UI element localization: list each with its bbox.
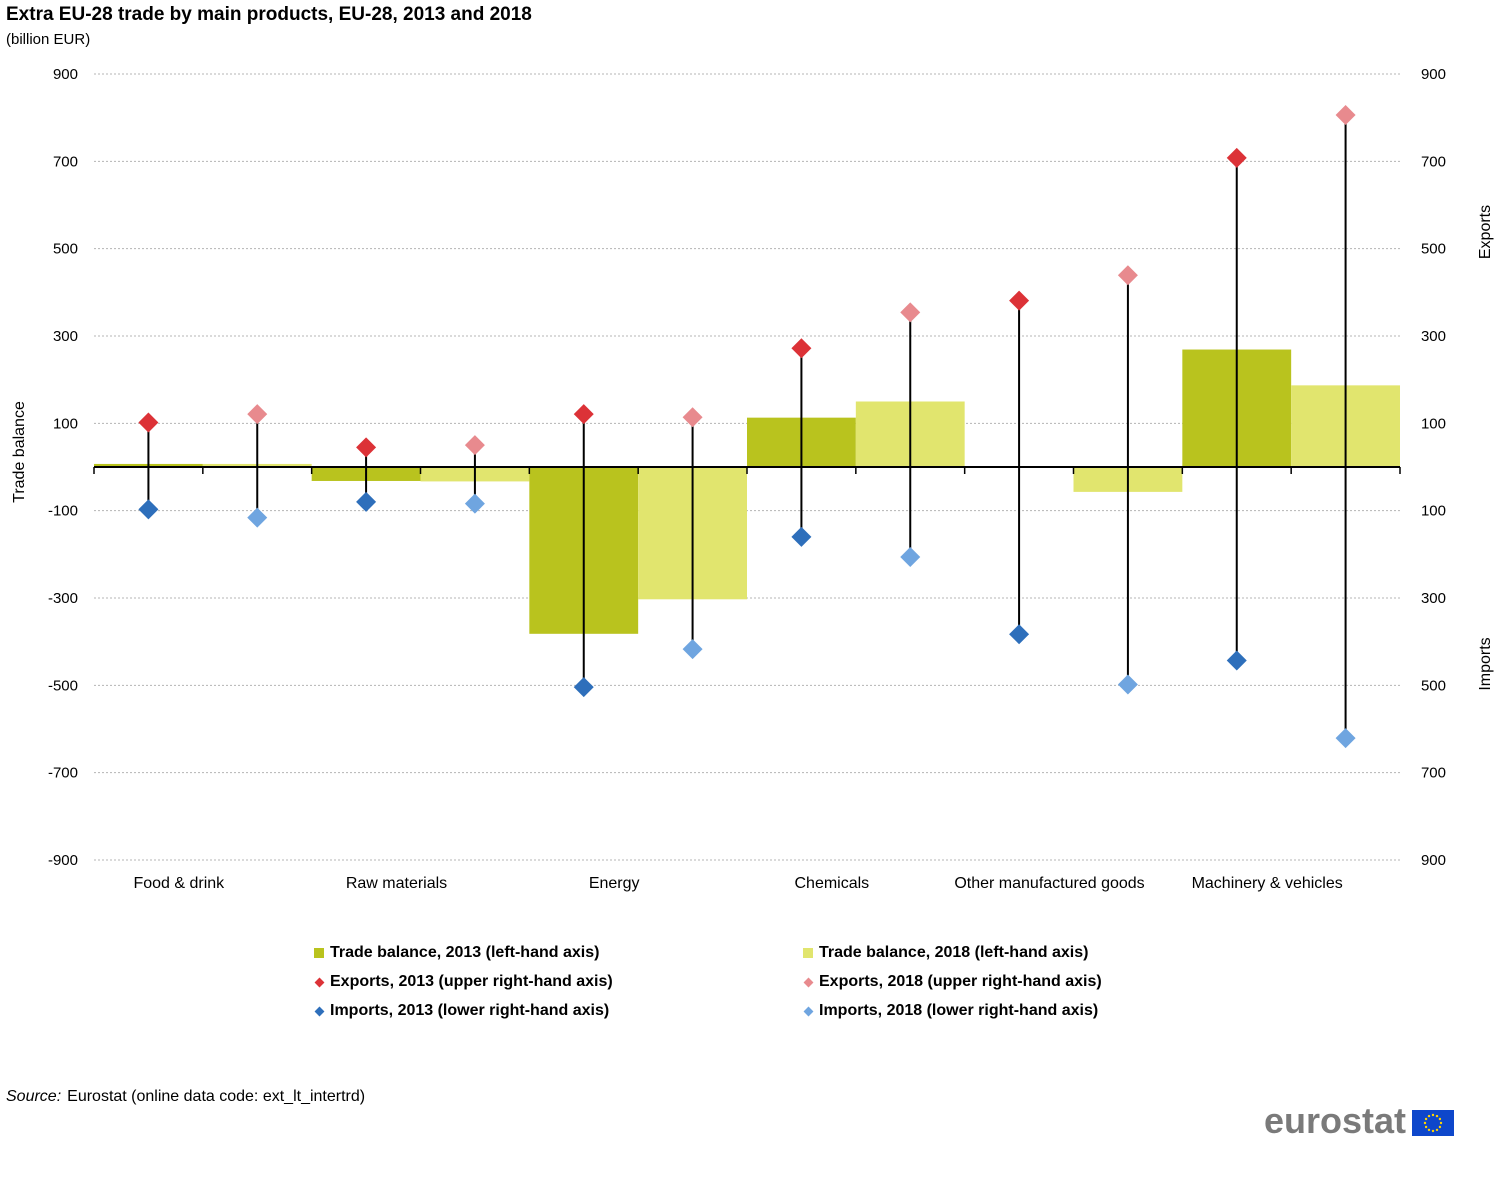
flag-star	[1424, 1117, 1428, 1121]
category-label: Other manufactured goods	[954, 875, 1144, 892]
legend-swatch	[803, 948, 813, 958]
flag-star	[1431, 1113, 1435, 1117]
flag-star	[1435, 1128, 1439, 1132]
legend-label: Imports, 2013 (lower right-hand axis)	[330, 1002, 610, 1019]
right-tick-label: 900	[1421, 66, 1446, 83]
right-tick-label: 300	[1421, 328, 1446, 345]
left-tick-label: -100	[48, 503, 78, 520]
import-marker	[464, 493, 485, 514]
legend-swatch	[803, 977, 814, 987]
flag-star	[1423, 1121, 1427, 1125]
legend-item-exports-2018: Exports, 2018 (upper right-hand axis)	[803, 972, 1303, 992]
export-marker	[356, 437, 377, 458]
left-axis-title: Trade balance	[11, 401, 28, 503]
export-marker	[1226, 147, 1247, 168]
legend-item-balance-2013: Trade balance, 2013 (left-hand axis)	[314, 943, 803, 963]
import-marker	[682, 639, 703, 660]
export-marker	[1009, 290, 1030, 311]
legend-swatch	[314, 948, 324, 958]
left-tick-label: 700	[53, 153, 78, 170]
import-marker	[247, 507, 268, 528]
left-tick-label: 300	[53, 328, 78, 345]
imports-axis-title: Imports	[1477, 637, 1494, 690]
category-label: Raw materials	[346, 875, 447, 892]
right-tick-label: 500	[1421, 677, 1446, 694]
flag-star	[1438, 1117, 1442, 1121]
legend-swatch	[803, 1006, 814, 1016]
export-marker	[1117, 265, 1138, 286]
import-marker	[356, 491, 377, 512]
right-tick-label: 900	[1421, 852, 1446, 869]
left-tick-label: -300	[48, 590, 78, 607]
legend-label: Imports, 2018 (lower right-hand axis)	[819, 1002, 1099, 1019]
left-tick-label: -500	[48, 677, 78, 694]
export-marker	[1335, 105, 1356, 126]
legend-item-imports-2013: Imports, 2013 (lower right-hand axis)	[314, 1001, 803, 1021]
import-marker	[573, 677, 594, 698]
exports-axis-title: Exports	[1477, 205, 1494, 259]
right-tick-label: 500	[1421, 241, 1446, 258]
legend-label: Exports, 2018 (upper right-hand axis)	[819, 973, 1102, 990]
category-label: Machinery & vehicles	[1192, 875, 1343, 892]
legend-item-imports-2018: Imports, 2018 (lower right-hand axis)	[803, 1001, 1303, 1021]
flag-star	[1424, 1125, 1428, 1129]
import-marker	[138, 499, 159, 520]
export-marker	[900, 302, 921, 323]
left-tick-label: -900	[48, 852, 78, 869]
right-tick-label: 100	[1421, 415, 1446, 432]
eu-flag-icon	[1412, 1110, 1455, 1136]
export-marker	[682, 407, 703, 428]
left-tick-label: 900	[53, 66, 78, 83]
import-marker	[1117, 674, 1138, 695]
right-tick-label: 300	[1421, 590, 1446, 607]
legend-swatch	[314, 1006, 325, 1016]
chart-subtitle: (billion EUR)	[6, 31, 91, 48]
eurostat-logo: eurostat	[1264, 1100, 1455, 1142]
flag-star	[1431, 1129, 1435, 1133]
right-tick-label: 700	[1421, 765, 1446, 782]
export-marker	[791, 338, 812, 359]
logo-text: eurostat	[1264, 1100, 1407, 1141]
left-tick-label: 100	[53, 415, 78, 432]
export-marker	[464, 435, 485, 456]
chart-legend: Trade balance, 2013 (left-hand axis) Tra…	[314, 943, 1314, 1021]
legend-label: Exports, 2013 (upper right-hand axis)	[330, 973, 613, 990]
export-marker	[573, 404, 594, 425]
export-marker	[247, 404, 268, 425]
flag-star	[1438, 1125, 1442, 1129]
flag-star	[1427, 1114, 1431, 1118]
flag-star	[1439, 1121, 1443, 1125]
category-label: Chemicals	[794, 875, 869, 892]
flag-star	[1435, 1114, 1439, 1118]
category-label: Food & drink	[133, 875, 225, 892]
source-note: Source: Eurostat (online data code: ext_l…	[6, 1088, 365, 1106]
legend-item-exports-2013: Exports, 2013 (upper right-hand axis)	[314, 972, 803, 992]
source-label: Source:	[6, 1088, 62, 1105]
export-marker	[138, 412, 159, 433]
import-marker	[791, 526, 812, 547]
flag-star	[1427, 1128, 1431, 1132]
import-marker	[900, 546, 921, 567]
left-tick-label: -700	[48, 765, 78, 782]
left-tick-label: 500	[53, 241, 78, 258]
legend-label: Trade balance, 2018 (left-hand axis)	[819, 944, 1089, 961]
chart-title: Extra EU-28 trade by main products, EU-2…	[6, 4, 532, 25]
legend-label: Trade balance, 2013 (left-hand axis)	[330, 944, 600, 961]
legend-item-balance-2018: Trade balance, 2018 (left-hand axis)	[803, 943, 1303, 963]
chart-plot: 900 900 700 700 500 500 300 300 100 100 -100 100 -30…	[11, 66, 1494, 892]
source-text: Eurostat (online data code: ext_lt_inter…	[67, 1088, 366, 1105]
legend-swatch	[314, 977, 325, 987]
import-marker	[1335, 728, 1356, 749]
import-marker	[1009, 624, 1030, 645]
right-tick-label: 700	[1421, 153, 1446, 170]
category-label: Energy	[589, 875, 640, 892]
import-marker	[1226, 650, 1247, 671]
right-tick-label: 100	[1421, 503, 1446, 520]
